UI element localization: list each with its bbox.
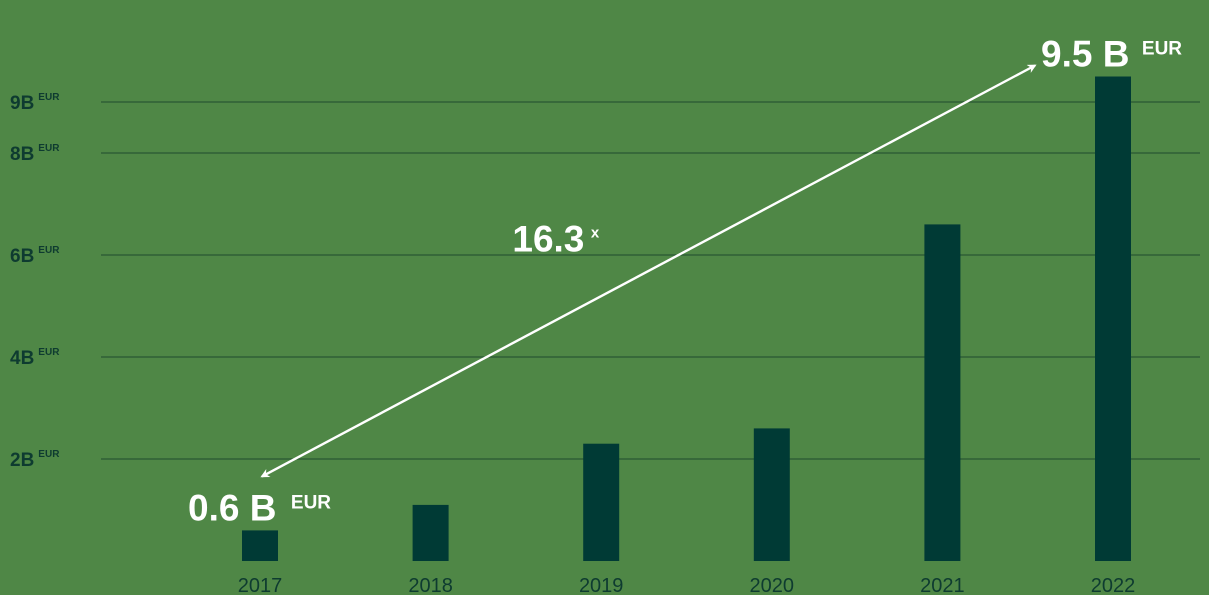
- end-value-callout: 9.5 B EUR: [1041, 34, 1182, 75]
- bar-2020: [753, 428, 790, 561]
- y-axis-ticks: 2B EUR 4B EUR 6B EUR 8B EUR 9B EUR: [10, 92, 60, 471]
- x-axis-ticks: 2017 2018 2019 2020 2021 2022: [238, 575, 1136, 595]
- bars: [242, 76, 1131, 561]
- y-tick-value: 2B: [10, 450, 34, 471]
- bar-2017: [242, 530, 278, 561]
- bar-2022: [1095, 76, 1131, 561]
- x-tick-label-2020: 2020: [750, 575, 795, 595]
- y-tick-unit: EUR: [38, 347, 60, 358]
- annotations: 0.6 B EUR 9.5 B EUR 16.3 x: [188, 34, 1182, 529]
- x-tick-label-2017: 2017: [238, 575, 283, 595]
- bar-2018: [412, 504, 449, 561]
- y-tick-value: 9B: [10, 93, 34, 114]
- y-tick-unit: EUR: [38, 245, 60, 256]
- y-tick-label-9B: 9B EUR: [10, 92, 60, 114]
- start-value-callout: 0.6 B EUR: [188, 487, 331, 528]
- y-tick-unit: EUR: [38, 92, 60, 103]
- growth-arrow: [260, 64, 1037, 478]
- y-tick-label-6B: 6B EUR: [10, 245, 60, 267]
- x-tick-label-2021: 2021: [920, 575, 965, 595]
- y-tick-label-4B: 4B EUR: [10, 347, 60, 369]
- start-value-text: 0.6 B: [188, 487, 276, 528]
- x-tick-label-2018: 2018: [408, 575, 453, 595]
- x-tick-label-2019: 2019: [579, 575, 624, 595]
- growth-multiplier-value: 16.3: [512, 219, 584, 260]
- start-value-unit: EUR: [291, 492, 331, 513]
- growth-multiplier-sup: x: [591, 225, 600, 242]
- y-tick-unit: EUR: [38, 143, 60, 154]
- y-tick-value: 6B: [10, 246, 34, 267]
- gridlines: [101, 101, 1200, 460]
- y-tick-value: 8B: [10, 144, 34, 165]
- end-value-text: 9.5 B: [1041, 34, 1129, 75]
- bar-2019: [583, 443, 620, 561]
- y-tick-unit: EUR: [38, 449, 60, 460]
- y-tick-value: 4B: [10, 348, 34, 369]
- y-tick-label-8B: 8B EUR: [10, 143, 60, 165]
- y-tick-label-2B: 2B EUR: [10, 449, 60, 471]
- x-tick-label-2022: 2022: [1091, 575, 1136, 595]
- end-value-unit: EUR: [1142, 39, 1182, 60]
- bar-2021: [924, 224, 961, 561]
- growth-multiplier: 16.3 x: [512, 219, 599, 260]
